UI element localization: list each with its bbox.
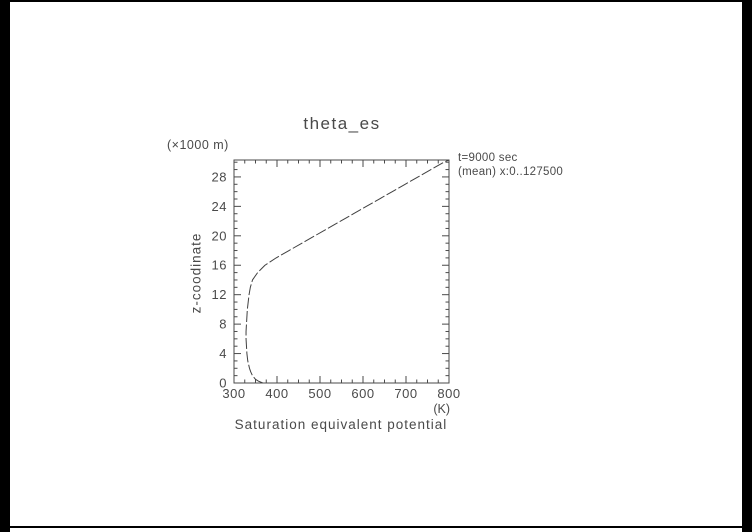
y-tick-label: 8 (219, 317, 227, 332)
annotation-mean-range: (mean) x:0..127500 (458, 165, 564, 178)
y-tick-label: 20 (212, 228, 227, 243)
frame-left-border (0, 0, 10, 532)
y-tick-label: 16 (212, 258, 227, 273)
x-tick-label: 800 (437, 386, 460, 401)
x-axis-label: Saturation equivalent potential (234, 417, 448, 432)
y-tick-label: 0 (219, 376, 227, 391)
chart-title: theta_es (303, 114, 381, 133)
x-tick-label: 700 (394, 386, 417, 401)
y-tick-label: 24 (212, 199, 227, 214)
x-tick-label: 400 (265, 386, 288, 401)
profile-curve (245, 159, 450, 384)
plot-frame (233, 159, 450, 384)
x-axis-unit-label: (K) (433, 402, 450, 416)
frame-top-border (0, 0, 752, 2)
y-tick-label: 12 (212, 287, 227, 302)
x-tick-label: 500 (308, 386, 331, 401)
y-tick-label: 4 (219, 346, 227, 361)
frame-right-border (742, 0, 752, 532)
y-tick-label: 28 (212, 169, 227, 184)
x-tick-label: 300 (222, 386, 245, 401)
y-axis-unit-label: (×1000 m) (167, 138, 229, 152)
x-tick-label: 600 (351, 386, 374, 401)
annotation-time: t=9000 sec (458, 152, 518, 164)
frame-bottom-border (0, 526, 752, 528)
annotation-block: t=9000 sec (mean) x:0..127500 (458, 152, 563, 179)
